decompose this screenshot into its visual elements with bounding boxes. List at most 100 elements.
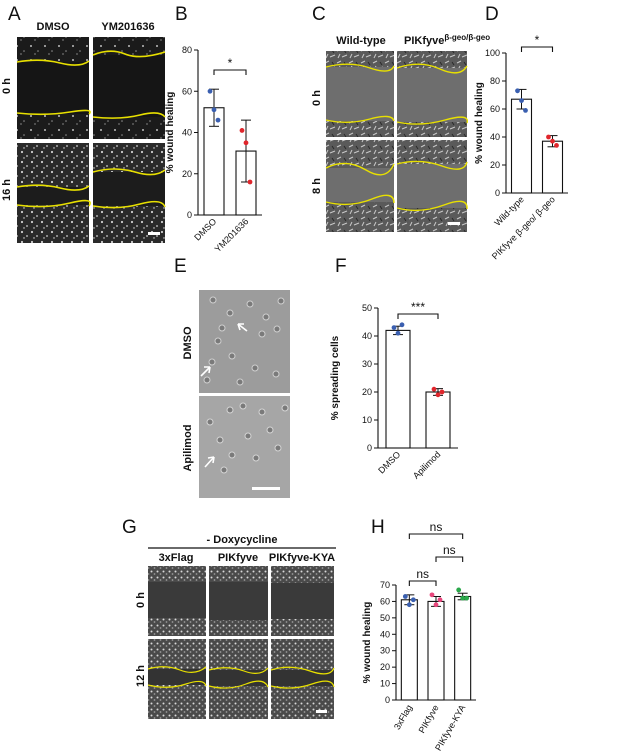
data-point — [464, 595, 470, 601]
y-tick-label: 100 — [485, 48, 500, 58]
y-tick-label: 50 — [362, 303, 372, 313]
significance-bracket — [520, 46, 554, 52]
x-tick-label: DMSO — [192, 216, 218, 242]
data-point — [239, 128, 245, 133]
y-tick-label: 20 — [490, 160, 500, 170]
y-tick-label: 0 — [367, 443, 372, 453]
x-tick-label: PIKfyve β-geo/ β-geo — [490, 194, 557, 261]
x-tick-label: PIKfyve — [417, 703, 441, 735]
chart-f: 0 10 20 30 40 50 % spreading cells DMSO Apilimod… — [330, 300, 458, 481]
y-tick-label: 80 — [182, 45, 192, 55]
data-point — [456, 587, 462, 593]
significance-label: ns — [443, 543, 456, 557]
data-point — [523, 108, 528, 113]
significance-label: *** — [411, 300, 425, 314]
panel-letter-c: C — [312, 4, 326, 25]
data-point — [435, 392, 441, 398]
x-tick-label: DMSO — [376, 449, 402, 475]
y-tick-label: 30 — [362, 359, 372, 369]
data-point — [391, 325, 397, 330]
scale-bar — [148, 232, 160, 235]
micrograph-a-dmso-0h — [16, 37, 91, 139]
y-tick-label: 30 — [380, 646, 390, 656]
significance-label: * — [535, 33, 540, 47]
significance-bracket — [408, 580, 437, 586]
y-tick-label: 70 — [380, 580, 390, 590]
y-tick-label: 10 — [362, 415, 372, 425]
data-point — [437, 597, 443, 603]
col-label-wild-type: Wild-type — [336, 35, 385, 47]
micrograph-a-ym-0h — [92, 37, 166, 139]
data-point — [550, 138, 555, 144]
y-axis-label: % spreading cells — [330, 335, 341, 420]
panel-letter-d: D — [485, 4, 499, 25]
micrograph-g-3xflag-0h — [148, 566, 206, 636]
y-tick-label: 40 — [380, 629, 390, 639]
data-point — [207, 88, 213, 94]
micrograph-c-pik-8h — [396, 140, 468, 232]
y-tick-label: 40 — [490, 132, 500, 142]
row-label-dmso-e: DMSO — [182, 326, 194, 359]
micrograph-g-kya-0h — [271, 566, 334, 636]
panel-letter-b: B — [175, 4, 188, 25]
y-tick-label: 0 — [495, 188, 500, 198]
data-point — [215, 117, 221, 123]
scale-bar — [448, 222, 460, 225]
data-point — [433, 602, 439, 608]
significance-label: ns — [416, 567, 429, 581]
micrograph-e-dmso — [199, 290, 290, 393]
row-label-apilimod: Apilimod — [182, 424, 194, 471]
y-tick-label: 20 — [380, 662, 390, 672]
micrograph-g-3xflag-12h — [147, 639, 207, 719]
y-tick-label: 60 — [490, 104, 500, 114]
y-tick-label: 0 — [385, 695, 390, 705]
chart-h: 0 10 20 30 40 50 60 70 % wound healing 3xFlag PIKf… — [362, 520, 476, 752]
x-tick-label: 3xFlag — [392, 703, 414, 731]
data-point — [402, 594, 408, 599]
significance-bracket — [397, 313, 439, 319]
data-point — [395, 330, 401, 336]
panel-letter-h: H — [371, 517, 385, 538]
significance-bracket — [435, 556, 464, 562]
bar — [425, 391, 451, 449]
data-point — [431, 386, 437, 392]
data-point — [429, 592, 435, 598]
x-tick-label: Apilimod — [411, 449, 442, 480]
y-tick-label: 20 — [182, 169, 192, 179]
y-tick-label: 40 — [362, 331, 372, 341]
data-point — [399, 322, 405, 328]
data-point — [439, 389, 445, 395]
col-label-pikfyve-g: PIKfyve — [218, 552, 258, 564]
micrograph-g-pikfyve-0h — [209, 566, 268, 636]
data-point — [406, 602, 412, 608]
data-point — [554, 143, 559, 148]
data-point — [410, 597, 416, 603]
row-label-8h: 8 h — [311, 178, 323, 194]
scale-bar — [252, 487, 280, 490]
micrograph-a-dmso-16h — [16, 143, 91, 243]
row-label-0h: 0 h — [1, 78, 13, 94]
micrograph-c-wt-8h — [325, 140, 395, 232]
col-label-pikfyve-kya: PIKfyve-KYA — [269, 552, 335, 564]
x-tick-label: YM201636 — [213, 216, 251, 254]
y-tick-label: 60 — [380, 596, 390, 606]
data-point — [211, 107, 217, 113]
significance-label: * — [228, 56, 233, 70]
col-label-pikfyve: PIKfyveβ-geo/β-geo — [404, 33, 490, 47]
significance-label: ns — [430, 520, 443, 534]
row-label-16h: 16 h — [1, 179, 13, 201]
col-label-ym201636: YM201636 — [101, 21, 154, 33]
data-point — [519, 98, 524, 103]
micrograph-g-kya-12h — [270, 639, 335, 719]
col-label-3xflag: 3xFlag — [159, 552, 194, 564]
panel-letter-a: A — [8, 4, 21, 25]
y-tick-label: 10 — [380, 679, 390, 689]
micrograph-g-pikfyve-12h — [208, 639, 269, 719]
micrograph-c-pik-0h — [396, 51, 469, 137]
data-point — [247, 179, 253, 185]
data-point — [515, 88, 520, 94]
col-label-dmso: DMSO — [37, 21, 70, 33]
y-axis-label: % wound healing — [362, 602, 373, 684]
